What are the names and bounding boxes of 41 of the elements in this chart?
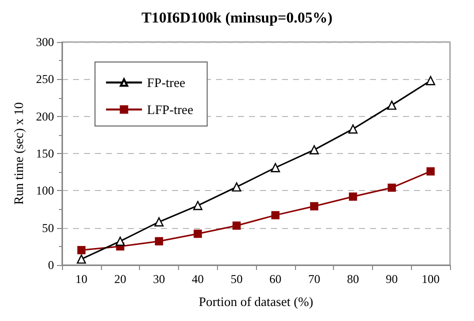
y-tick-label: 200 (36, 109, 54, 124)
y-tick-label: 250 (36, 72, 54, 86)
point (387, 100, 396, 110)
x-tick-label: 10 (75, 272, 88, 286)
point (76, 254, 86, 264)
legend-label: LFP-tree (147, 102, 194, 117)
x-axis-title: Portion of dataset (%) (198, 294, 314, 309)
point (348, 124, 358, 134)
y-tick-label: 50 (42, 220, 54, 235)
x-tick-label: 50 (230, 272, 243, 286)
point (154, 237, 164, 246)
y-tick-label: 100 (36, 184, 54, 198)
x-tick-label: 70 (308, 272, 320, 286)
point (348, 192, 358, 201)
point (116, 236, 125, 246)
point (271, 211, 280, 220)
chart-title: T10I6D100k (minsup=0.05%) (141, 10, 333, 26)
point (310, 145, 319, 154)
point (232, 182, 242, 192)
point (154, 217, 164, 226)
point (194, 230, 202, 238)
x-tick-label: 80 (347, 272, 359, 286)
y-tick-label: 150 (36, 146, 54, 160)
point (232, 222, 241, 230)
x-tick-label: 90 (386, 272, 398, 286)
point (426, 76, 436, 86)
point (270, 163, 280, 172)
point (310, 202, 318, 210)
point (77, 246, 86, 254)
y-tick-label: 300 (36, 35, 54, 49)
legend-label: FP-tree (147, 75, 186, 90)
x-tick-label: 40 (192, 272, 204, 286)
y-axis-title: Run time (sec) x 10 (11, 102, 26, 205)
x-tick-label: 100 (422, 272, 440, 286)
point (426, 167, 435, 176)
point (388, 184, 396, 192)
x-tick-label: 20 (114, 272, 126, 286)
point (193, 200, 202, 210)
x-tick-label: 60 (269, 272, 282, 286)
y-tick-label: 0 (48, 258, 54, 272)
x-tick-label: 30 (153, 272, 165, 286)
